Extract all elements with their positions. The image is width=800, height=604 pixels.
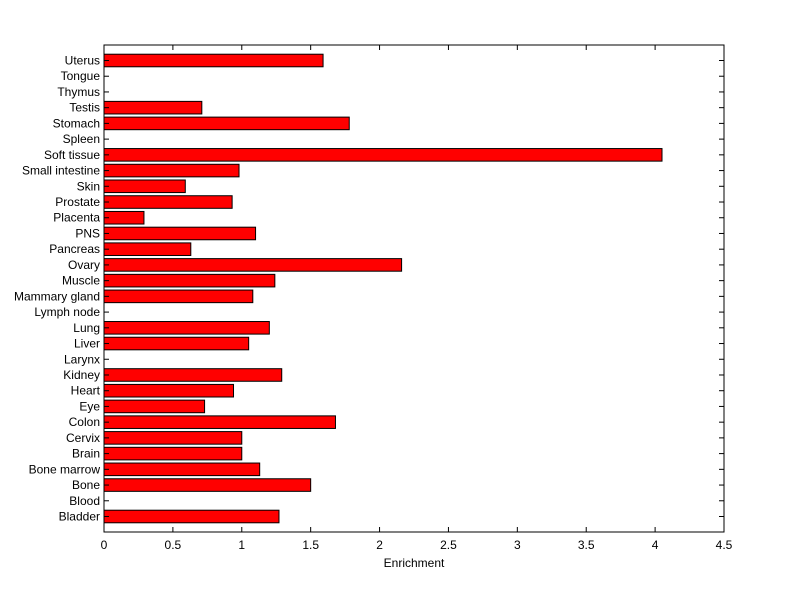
- plot-frame: [103, 44, 725, 533]
- bar-liver: [103, 336, 250, 351]
- y-tick-label: Soft tissue: [44, 148, 100, 162]
- bar-bone-marrow: [103, 462, 261, 477]
- y-tick-label: Thymus: [57, 85, 100, 99]
- y-tick-label: Liver: [74, 337, 100, 351]
- bar-bone: [103, 478, 312, 492]
- bar-stomach: [103, 116, 350, 131]
- bar-kidney: [103, 368, 283, 382]
- y-tick-label: Bone marrow: [29, 462, 101, 476]
- bar-mammary-gland: [103, 289, 254, 304]
- bar-bladder: [103, 509, 280, 524]
- x-tick-label: 1.5: [302, 538, 319, 552]
- bar-heart: [103, 383, 235, 398]
- y-tick-label: Mammary gland: [14, 289, 100, 303]
- x-tick-label: 2.5: [440, 538, 457, 552]
- bar-pancreas: [103, 242, 192, 256]
- y-tick-label: Stomach: [53, 116, 100, 130]
- bar-brain: [103, 446, 243, 461]
- y-tick-label: Ovary: [68, 258, 100, 272]
- x-tick-label: 2: [376, 538, 383, 552]
- y-tick-label: Prostate: [55, 195, 100, 209]
- x-tick-label: 4.5: [716, 538, 733, 552]
- y-tick-label: Tongue: [61, 69, 101, 83]
- x-axis-label: Enrichment: [384, 556, 445, 570]
- y-tick-label: Eye: [79, 399, 100, 413]
- x-tick-label: 0: [101, 538, 108, 552]
- y-tick-label: Colon: [69, 415, 100, 429]
- bar-skin: [103, 179, 186, 194]
- bar-prostate: [103, 195, 233, 209]
- y-tick-label: Testis: [69, 101, 100, 115]
- x-tick-label: 1: [238, 538, 245, 552]
- bar-ovary: [103, 258, 403, 272]
- y-tick-label: Pancreas: [49, 242, 100, 256]
- y-tick-label: PNS: [75, 226, 100, 240]
- bar-testis: [103, 100, 203, 115]
- y-tick-label: Blood: [69, 494, 100, 508]
- ticks-layer: [103, 45, 725, 532]
- y-tick-label: Lymph node: [34, 305, 100, 319]
- y-tick-label: Larynx: [64, 352, 100, 366]
- y-tick-label: Skin: [77, 179, 100, 193]
- bar-cervix: [103, 431, 243, 445]
- x-tick-label: 3.5: [578, 538, 595, 552]
- bar-uterus: [103, 53, 324, 68]
- bar-eye: [103, 399, 206, 414]
- y-tick-label: Uterus: [65, 54, 100, 68]
- y-tick-label: Placenta: [53, 211, 100, 225]
- bar-colon: [103, 415, 336, 429]
- bar-small-intestine: [103, 163, 240, 178]
- y-tick-label: Heart: [71, 384, 101, 398]
- y-tick-label: Kidney: [63, 368, 100, 382]
- y-tick-label: Muscle: [62, 274, 100, 288]
- y-tick-label: Cervix: [66, 431, 100, 445]
- bar-lung: [103, 321, 270, 335]
- x-tick-label: 4: [652, 538, 659, 552]
- x-tick-label: 3: [514, 538, 521, 552]
- y-tick-label: Spleen: [63, 132, 100, 146]
- x-tick-label: 0.5: [165, 538, 182, 552]
- y-tick-label: Bone: [72, 478, 100, 492]
- y-tick-label: Brain: [72, 447, 100, 461]
- bar-soft-tissue: [103, 148, 663, 162]
- bar-placenta: [103, 210, 145, 225]
- bar-pns: [103, 226, 257, 241]
- bar-muscle: [103, 273, 276, 288]
- y-tick-label: Lung: [73, 321, 100, 335]
- y-tick-label: Small intestine: [22, 164, 100, 178]
- y-tick-label: Bladder: [59, 510, 100, 524]
